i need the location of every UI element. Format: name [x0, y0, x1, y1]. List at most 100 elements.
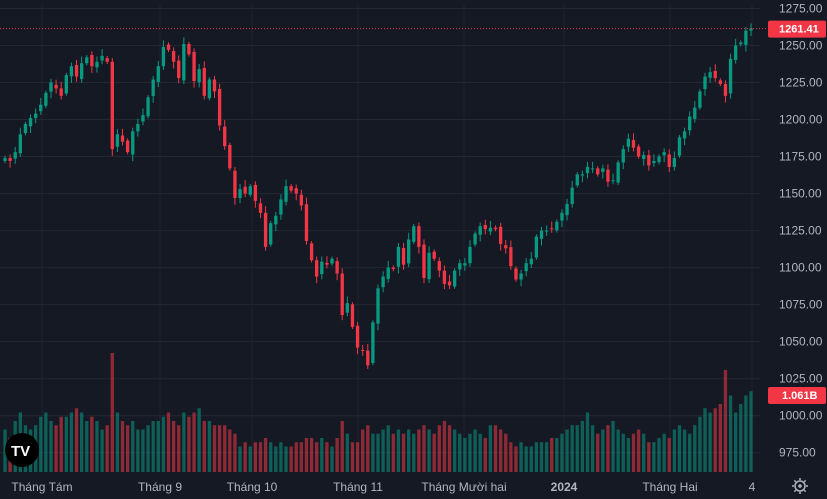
last-price-label: 1261.41 [779, 24, 819, 36]
candle-body [667, 154, 671, 167]
volume-bar [263, 438, 268, 472]
volume-bar [412, 433, 416, 472]
candle-body [560, 212, 564, 221]
candle-body [320, 261, 324, 275]
time-axis[interactable]: Tháng Tám Tháng 9 Tháng 10 Tháng 11 Tháng Mư… [11, 480, 755, 494]
candle-body [146, 97, 150, 117]
candle-body [233, 170, 237, 199]
candle-body [544, 230, 549, 232]
volume-bar [64, 416, 68, 472]
candle-body [207, 79, 212, 99]
volume-bar [289, 446, 293, 472]
candle-body [141, 115, 145, 122]
volume-bar [539, 442, 544, 472]
candle-body [202, 67, 206, 96]
price-axis[interactable]: 1275.00 1250.00 1225.00 1200.00 1175.00 1150.… [779, 1, 823, 459]
candle-body [284, 186, 288, 202]
x-tick-label: Tháng 11 [333, 480, 383, 494]
candle-body [728, 58, 733, 94]
volume-bar [340, 421, 344, 472]
volume-bar [560, 433, 564, 472]
candle-body [570, 187, 574, 204]
volume-bar [309, 438, 314, 472]
volume-bar [417, 429, 421, 472]
volume-bar [136, 429, 140, 472]
y-tick-label: 975.00 [779, 446, 816, 460]
candle-body [422, 244, 426, 278]
volume-bar [223, 425, 227, 472]
volume-bar [606, 425, 610, 472]
candle-body [136, 123, 140, 132]
candle-body [493, 227, 498, 230]
volume-bar [120, 421, 125, 472]
candle-body [59, 88, 63, 96]
volume-bar [744, 395, 748, 472]
volume-bar [39, 416, 43, 472]
candle-body [376, 288, 380, 324]
volume-bar [596, 433, 600, 472]
volume-bar [320, 438, 324, 472]
volume-bar [391, 433, 395, 472]
y-tick-label: 1225.00 [779, 75, 823, 89]
candle-body [13, 152, 17, 159]
volume-bar [544, 442, 549, 472]
volume-bar [202, 421, 206, 472]
y-tick-label: 1275.00 [779, 1, 823, 15]
y-tick-label: 1150.00 [779, 187, 822, 201]
volume-bar [708, 412, 712, 472]
candle-body [682, 131, 687, 139]
volume-bar [381, 429, 385, 472]
volume-bar [437, 425, 441, 472]
candle-body [171, 51, 176, 62]
x-tick-label: Tháng 9 [138, 480, 182, 494]
settings-icon[interactable] [792, 478, 808, 494]
candle-body [74, 65, 79, 77]
candle-body [463, 263, 467, 266]
candle-body [504, 245, 508, 249]
volume-bar [555, 438, 559, 472]
volume-bar [100, 429, 104, 472]
volume-bar [366, 425, 370, 472]
volume-bar [519, 442, 523, 472]
candle-body [478, 226, 482, 235]
candle-body [713, 70, 717, 79]
tradingview-logo[interactable]: TV [5, 433, 39, 467]
volume-bar [698, 416, 702, 472]
y-tick-label: 1025.00 [779, 372, 823, 386]
volume-bar [565, 429, 569, 472]
candle-body [23, 123, 28, 134]
candle-body [447, 281, 452, 286]
volume-bar [330, 446, 334, 472]
candle-body [309, 243, 314, 261]
volume-bar [493, 425, 498, 472]
x-tick-label: Tháng Mười hai [421, 480, 506, 494]
candle-body [693, 107, 697, 119]
volume-bar [713, 408, 717, 472]
volume-bar [396, 429, 401, 472]
candle-body [18, 134, 22, 154]
volume-bar [529, 446, 533, 472]
volume-bar [636, 429, 641, 472]
candle-body [386, 267, 390, 279]
candle-body [631, 139, 636, 148]
candle-body [335, 261, 339, 274]
y-tick-label: 1200.00 [779, 113, 823, 127]
candle-body [115, 134, 120, 147]
volume-bar [156, 421, 160, 472]
candle-body [355, 325, 360, 348]
volume-bar [253, 442, 258, 472]
candle-body [361, 349, 365, 351]
candle-body [734, 45, 738, 60]
x-tick-label: Tháng Hai [642, 480, 697, 494]
candle-body [85, 57, 89, 64]
chart-grid [0, 4, 760, 472]
volume-bar [621, 433, 625, 472]
candle-body [744, 30, 748, 45]
candle-body [161, 46, 166, 67]
volume-bar [677, 425, 682, 472]
volume-bar [442, 421, 447, 472]
volume-bar [79, 412, 84, 472]
candle-body [325, 262, 329, 265]
x-tick-label: 2024 [551, 480, 578, 494]
